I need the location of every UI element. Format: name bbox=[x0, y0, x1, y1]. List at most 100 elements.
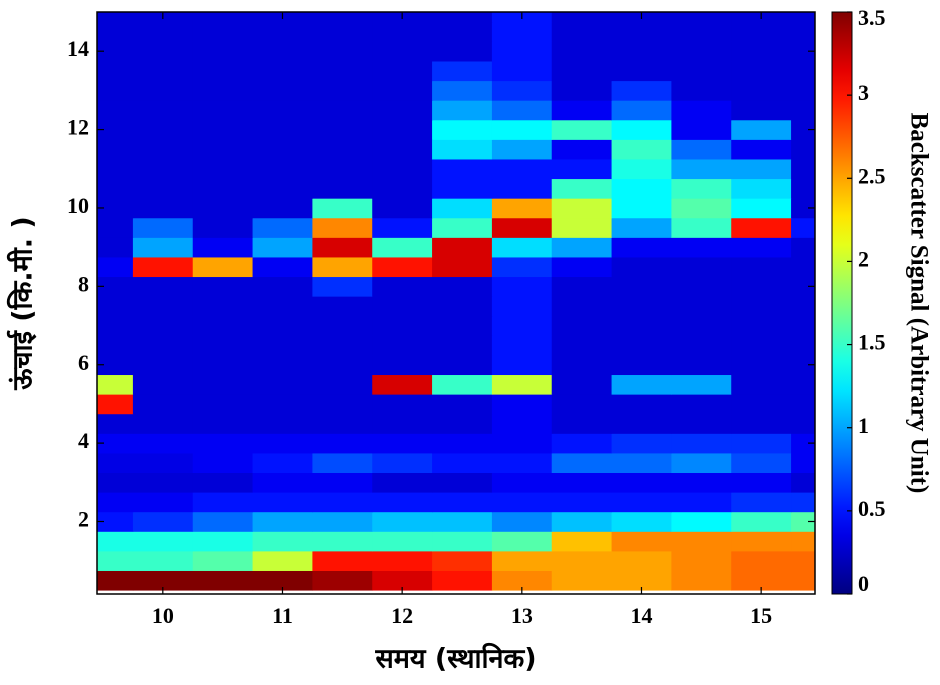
heatmap-cell bbox=[551, 80, 613, 101]
heatmap-cell bbox=[372, 374, 433, 395]
heatmap-cell bbox=[97, 119, 134, 140]
heatmap-cell bbox=[611, 550, 672, 571]
heatmap-cell bbox=[312, 119, 373, 140]
heatmap-cell bbox=[432, 178, 493, 199]
heatmap-cell bbox=[611, 452, 672, 474]
heatmap-cell bbox=[252, 217, 313, 238]
heatmap-cell bbox=[372, 472, 433, 493]
heatmap-cell bbox=[97, 511, 134, 532]
heatmap-cell bbox=[192, 12, 254, 23]
heatmap-cell bbox=[432, 354, 493, 376]
heatmap-cell bbox=[731, 511, 792, 532]
heatmap-cell bbox=[791, 217, 815, 238]
heatmap-cell bbox=[551, 492, 613, 513]
heatmap-cell bbox=[372, 237, 433, 258]
heatmap-cell bbox=[192, 374, 254, 395]
heatmap-cell bbox=[551, 550, 613, 571]
y-tick-label: 12 bbox=[67, 115, 89, 140]
heatmap-cell bbox=[791, 492, 815, 513]
heatmap-cell bbox=[132, 374, 194, 395]
heatmap-cell bbox=[671, 100, 732, 121]
heatmap-cell bbox=[97, 550, 134, 571]
heatmap-cell bbox=[671, 60, 732, 82]
heatmap-cell bbox=[432, 433, 493, 454]
heatmap-cell bbox=[132, 413, 194, 434]
heatmap-cell bbox=[372, 139, 433, 160]
heatmap-cell bbox=[791, 354, 815, 376]
heatmap-cell bbox=[97, 237, 134, 258]
heatmap-cell bbox=[791, 198, 815, 219]
heatmap-cell bbox=[372, 80, 433, 101]
y-tick-label: 10 bbox=[67, 193, 89, 218]
heatmap-cell bbox=[791, 433, 815, 454]
heatmap-cell bbox=[432, 531, 493, 552]
heatmap-cell bbox=[611, 237, 672, 258]
heatmap-cell bbox=[671, 394, 732, 415]
heatmap-cell bbox=[252, 511, 313, 532]
heatmap-cell bbox=[671, 570, 732, 591]
heatmap-cell bbox=[491, 531, 553, 552]
heatmap-cell bbox=[611, 531, 672, 552]
heatmap-cell bbox=[491, 354, 553, 376]
heatmap-cell bbox=[671, 119, 732, 140]
heatmap-cell bbox=[192, 21, 254, 42]
heatmap-cell bbox=[432, 335, 493, 356]
heatmap-cell bbox=[432, 21, 493, 42]
heatmap-cell bbox=[611, 21, 672, 42]
heatmap-cell bbox=[791, 237, 815, 258]
heatmap-cell bbox=[97, 374, 134, 395]
heatmap-cell bbox=[312, 394, 373, 415]
heatmap-cell bbox=[97, 394, 134, 415]
heatmap-cell bbox=[671, 550, 732, 571]
heatmap-cell bbox=[671, 492, 732, 513]
heatmap-cell bbox=[192, 296, 254, 317]
heatmap-cell bbox=[671, 335, 732, 356]
heatmap-cell bbox=[372, 433, 433, 454]
heatmap-cell bbox=[252, 354, 313, 376]
heatmap-cell bbox=[192, 413, 254, 434]
heatmap-cell bbox=[731, 433, 792, 454]
heatmap bbox=[97, 12, 815, 591]
x-tick-label: 15 bbox=[750, 603, 772, 628]
heatmap-cell bbox=[491, 296, 553, 317]
heatmap-cell bbox=[432, 413, 493, 434]
heatmap-cell bbox=[192, 335, 254, 356]
heatmap-cell bbox=[671, 217, 732, 238]
heatmap-cell bbox=[791, 394, 815, 415]
heatmap-cell bbox=[252, 178, 313, 199]
heatmap-cell bbox=[372, 413, 433, 434]
heatmap-cell bbox=[252, 452, 313, 474]
heatmap-cell bbox=[192, 80, 254, 101]
y-tick-label: 14 bbox=[67, 36, 89, 61]
heatmap-cell bbox=[132, 41, 194, 62]
heatmap-cell bbox=[551, 158, 613, 180]
heatmap-cell bbox=[372, 315, 433, 336]
heatmap-cell bbox=[551, 354, 613, 376]
heatmap-cell bbox=[491, 511, 553, 532]
heatmap-cell bbox=[611, 60, 672, 82]
heatmap-cell bbox=[97, 100, 134, 121]
heatmap-cell bbox=[97, 413, 134, 434]
heatmap-cell bbox=[372, 394, 433, 415]
heatmap-cell bbox=[731, 158, 792, 180]
heatmap-cell bbox=[432, 374, 493, 395]
colorbar-tick-label: 0 bbox=[858, 571, 869, 596]
heatmap-cell bbox=[491, 178, 553, 199]
heatmap-cell bbox=[731, 276, 792, 297]
heatmap-cell bbox=[192, 315, 254, 336]
heatmap-cell bbox=[97, 276, 134, 297]
heatmap-cell bbox=[192, 433, 254, 454]
colorbar-tick-label: 3.5 bbox=[858, 5, 886, 30]
heatmap-cell bbox=[671, 139, 732, 160]
heatmap-cell bbox=[372, 41, 433, 62]
heatmap-cell bbox=[312, 452, 373, 474]
heatmap-cell bbox=[252, 472, 313, 493]
heatmap-cell bbox=[791, 472, 815, 493]
heatmap-cell bbox=[731, 178, 792, 199]
heatmap-cell bbox=[312, 80, 373, 101]
heatmap-cell bbox=[432, 41, 493, 62]
heatmap-cell bbox=[132, 335, 194, 356]
heatmap-cell bbox=[491, 217, 553, 238]
heatmap-cell bbox=[611, 100, 672, 121]
